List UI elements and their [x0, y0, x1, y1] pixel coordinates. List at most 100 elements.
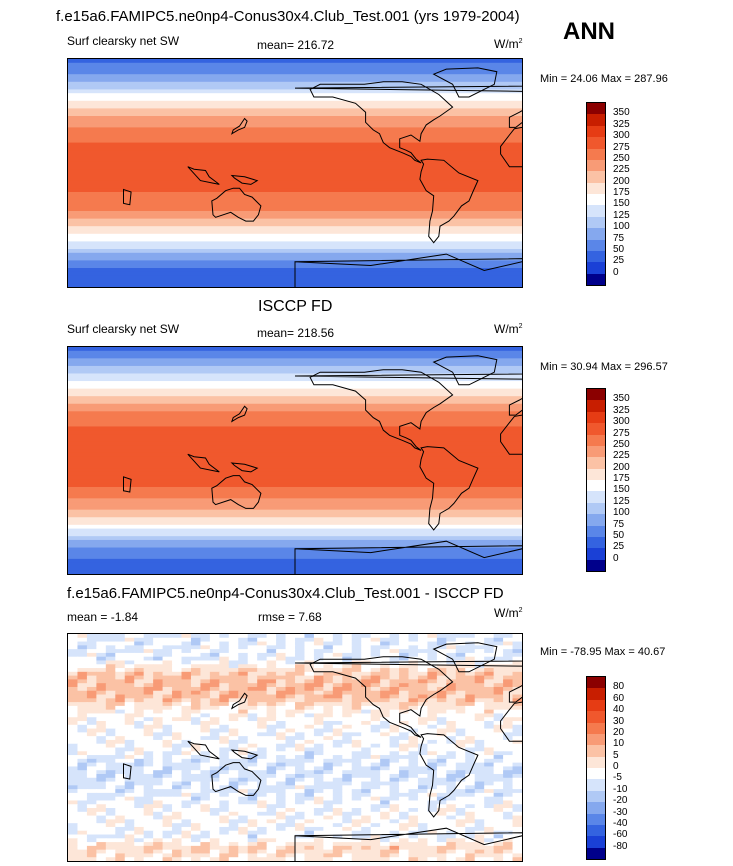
map-cell — [190, 634, 202, 639]
map-cell — [247, 660, 258, 665]
map-cell — [228, 698, 239, 703]
map-cell — [266, 705, 277, 711]
map-cell — [427, 679, 438, 684]
map-cell — [342, 637, 353, 643]
coastline — [230, 174, 259, 185]
map-cell — [323, 804, 334, 809]
map-band — [68, 392, 522, 397]
map-cell — [209, 728, 220, 733]
map-cell — [68, 845, 79, 851]
map-cell — [257, 709, 268, 715]
map-cell — [332, 789, 343, 794]
map-cell — [389, 732, 400, 737]
map-cell — [228, 826, 239, 832]
map-cell — [190, 698, 202, 703]
map-cell — [408, 664, 419, 669]
map-cell — [380, 728, 391, 733]
map-cell — [266, 702, 277, 707]
colorbar-tick-label: 250 — [613, 438, 630, 450]
map-cell — [190, 834, 202, 839]
map-cell — [446, 762, 457, 768]
colorbar-tick-label: 125 — [613, 209, 630, 221]
map-cell — [181, 796, 192, 802]
map-cell — [172, 853, 183, 858]
map-cell — [342, 808, 353, 813]
map-cell — [172, 751, 183, 756]
map-cell — [474, 758, 485, 764]
map-band — [68, 108, 522, 113]
map-cell — [399, 679, 410, 684]
map-cell — [86, 675, 97, 680]
map-cell — [455, 857, 466, 861]
map-cell — [219, 683, 230, 688]
map-cell — [115, 830, 126, 836]
map-cell — [124, 808, 135, 813]
colorbar-segment — [587, 205, 605, 217]
map-cell — [200, 826, 211, 832]
panel-minmax: Min = -78.95 Max = 40.67 — [540, 646, 666, 658]
map-cell — [417, 652, 429, 658]
map-cell — [332, 694, 343, 699]
map-cell — [313, 845, 324, 851]
map-cell — [134, 728, 145, 733]
map-band — [68, 180, 522, 185]
map-cell — [219, 815, 230, 820]
map-cell — [446, 789, 457, 794]
map-cell — [446, 755, 457, 760]
map-cell — [96, 637, 107, 643]
map-cell — [86, 777, 97, 783]
map-cell — [124, 721, 135, 726]
map-cell — [436, 853, 447, 858]
map-cell — [153, 766, 164, 771]
map-cell — [446, 683, 457, 688]
map-cell — [512, 679, 522, 684]
map-cell — [257, 668, 268, 673]
map-cell — [295, 652, 306, 658]
map-cell — [209, 758, 220, 764]
map-cell — [162, 830, 173, 836]
map-cell — [342, 664, 353, 669]
map-cell — [436, 717, 447, 722]
map-cell — [219, 668, 230, 673]
map-cell — [153, 679, 164, 684]
map-cell — [446, 637, 457, 643]
map-cell — [503, 721, 514, 726]
map-cell — [266, 766, 277, 771]
map-cell — [96, 709, 107, 715]
map-cell — [285, 656, 296, 662]
map-cell — [455, 811, 466, 817]
map-cell — [209, 785, 220, 790]
map-cell — [304, 808, 315, 813]
map-cell — [276, 838, 287, 843]
map-cell — [209, 637, 220, 643]
map-cell — [257, 792, 268, 798]
map-cell — [436, 641, 447, 646]
map-cell — [190, 777, 202, 783]
map-cell — [503, 668, 514, 673]
map-cell — [153, 641, 164, 646]
map-cell — [247, 739, 258, 745]
map-cell — [465, 849, 476, 855]
map-cell — [455, 762, 466, 768]
map-cell — [219, 743, 230, 749]
map-cell — [370, 796, 381, 802]
map-cell — [503, 656, 514, 662]
map-cell — [238, 743, 249, 749]
map-cell — [134, 853, 145, 858]
map-cell — [96, 834, 107, 839]
map-cell — [228, 823, 239, 828]
map-model — [67, 58, 523, 288]
map-cell — [380, 755, 391, 760]
map-cell — [304, 637, 315, 643]
map-cell — [257, 815, 268, 820]
map-cell — [389, 845, 400, 851]
map-cell — [323, 751, 334, 756]
map-cell — [209, 679, 220, 684]
colorbar-segment — [587, 228, 605, 240]
map-cell — [351, 705, 362, 711]
map-cell — [77, 732, 88, 737]
map-cell — [484, 770, 495, 775]
map-cell — [153, 800, 164, 805]
map-cell — [399, 785, 410, 790]
map-cell — [342, 826, 353, 832]
